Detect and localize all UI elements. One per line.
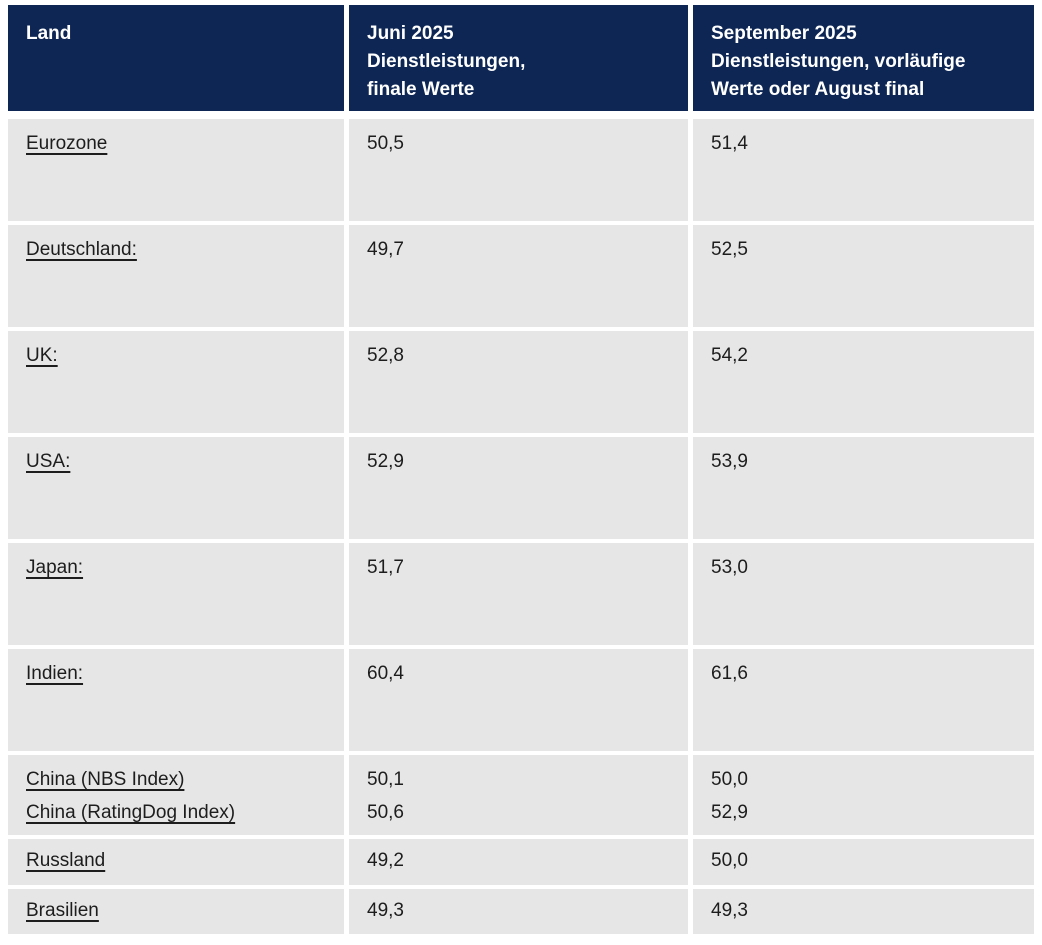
cell-country: UK: (8, 331, 344, 433)
table-row-deutschland: Deutschland: 49,7 52,5 (8, 225, 1034, 327)
country-link-brasilien[interactable]: Brasilien (26, 900, 99, 921)
cell-june-value: 52,8 (349, 331, 688, 433)
header-cell-june: Juni 2025 Dienstleistungen, finale Werte (349, 5, 688, 111)
header-label-june-line3: finale Werte (367, 79, 475, 100)
cell-june-value: 50,1 50,6 (349, 755, 688, 835)
cell-september-value: 61,6 (693, 649, 1034, 751)
pmi-services-table: Land Juni 2025 Dienstleistungen, finale … (8, 5, 1034, 934)
country-link-usa[interactable]: USA: (26, 451, 71, 472)
header-cell-land: Land (8, 5, 344, 111)
cell-september-value: 53,9 (693, 437, 1034, 539)
june-value: 49,7 (367, 239, 404, 260)
cell-june-value: 49,7 (349, 225, 688, 327)
cell-june-value: 50,5 (349, 119, 688, 221)
country-link-japan[interactable]: Japan: (26, 557, 84, 578)
september-value: 52,5 (711, 239, 748, 260)
cell-country: Japan: (8, 543, 344, 645)
table-row-russland: Russland 49,2 50,0 (8, 839, 1034, 885)
june-value: 60,4 (367, 663, 404, 684)
june-value: 52,8 (367, 345, 404, 366)
september-value: 61,6 (711, 663, 748, 684)
table-row-uk: UK: 52,8 54,2 (8, 331, 1034, 433)
table-row-china: China (NBS Index) China (RatingDog Index… (8, 755, 1034, 835)
september-value: 54,2 (711, 345, 748, 366)
table-row-usa: USA: 52,9 53,9 (8, 437, 1034, 539)
june-value: 51,7 (367, 557, 404, 578)
table-row-japan: Japan: 51,7 53,0 (8, 543, 1034, 645)
header-label-land: Land (26, 23, 72, 44)
september-value: 49,3 (711, 900, 748, 921)
country-link-deutschland[interactable]: Deutschland: (26, 239, 137, 260)
table-header-row: Land Juni 2025 Dienstleistungen, finale … (8, 5, 1034, 111)
table-row-indien: Indien: 60,4 61,6 (8, 649, 1034, 751)
september-value-nbs: 50,0 (711, 769, 748, 790)
cell-september-value: 54,2 (693, 331, 1034, 433)
june-value-nbs: 50,1 (367, 769, 404, 790)
cell-country: Deutschland: (8, 225, 344, 327)
september-value: 53,9 (711, 451, 748, 472)
cell-september-value: 51,4 (693, 119, 1034, 221)
cell-september-value: 49,3 (693, 889, 1034, 934)
cell-june-value: 52,9 (349, 437, 688, 539)
country-link-eurozone[interactable]: Eurozone (26, 133, 108, 154)
header-label-june-line1: Juni 2025 (367, 23, 454, 44)
cell-country: Eurozone (8, 119, 344, 221)
header-label-september-line1: September 2025 (711, 23, 857, 44)
country-link-china-ratingdog[interactable]: China (RatingDog Index) (26, 802, 236, 823)
table-row-brasilien: Brasilien 49,3 49,3 (8, 889, 1034, 934)
june-value: 50,5 (367, 133, 404, 154)
cell-september-value: 50,0 (693, 839, 1034, 885)
cell-country: Russland (8, 839, 344, 885)
cell-september-value: 53,0 (693, 543, 1034, 645)
table-row-eurozone: Eurozone 50,5 51,4 (8, 119, 1034, 221)
june-value: 52,9 (367, 451, 404, 472)
country-link-china-nbs[interactable]: China (NBS Index) (26, 769, 185, 790)
cell-june-value: 60,4 (349, 649, 688, 751)
cell-country: USA: (8, 437, 344, 539)
cell-september-value: 50,0 52,9 (693, 755, 1034, 835)
cell-june-value: 49,3 (349, 889, 688, 934)
september-value: 50,0 (711, 850, 748, 871)
cell-country: China (NBS Index) China (RatingDog Index… (8, 755, 344, 835)
header-label-june-line2: Dienstleistungen, (367, 51, 526, 72)
cell-june-value: 51,7 (349, 543, 688, 645)
june-value: 49,3 (367, 900, 404, 921)
september-value-ratingdog: 52,9 (711, 802, 748, 823)
country-link-uk[interactable]: UK: (26, 345, 58, 366)
header-label-september-line3: Werte oder August final (711, 79, 925, 100)
september-value: 51,4 (711, 133, 748, 154)
cell-country: Indien: (8, 649, 344, 751)
june-value-ratingdog: 50,6 (367, 802, 404, 823)
cell-country: Brasilien (8, 889, 344, 934)
september-value: 53,0 (711, 557, 748, 578)
country-link-indien[interactable]: Indien: (26, 663, 84, 684)
country-link-russland[interactable]: Russland (26, 850, 106, 871)
header-cell-september: September 2025 Dienstleistungen, vorläuf… (693, 5, 1034, 111)
june-value: 49,2 (367, 850, 404, 871)
header-label-september-line2: Dienstleistungen, vorläufige (711, 51, 966, 72)
cell-june-value: 49,2 (349, 839, 688, 885)
cell-september-value: 52,5 (693, 225, 1034, 327)
